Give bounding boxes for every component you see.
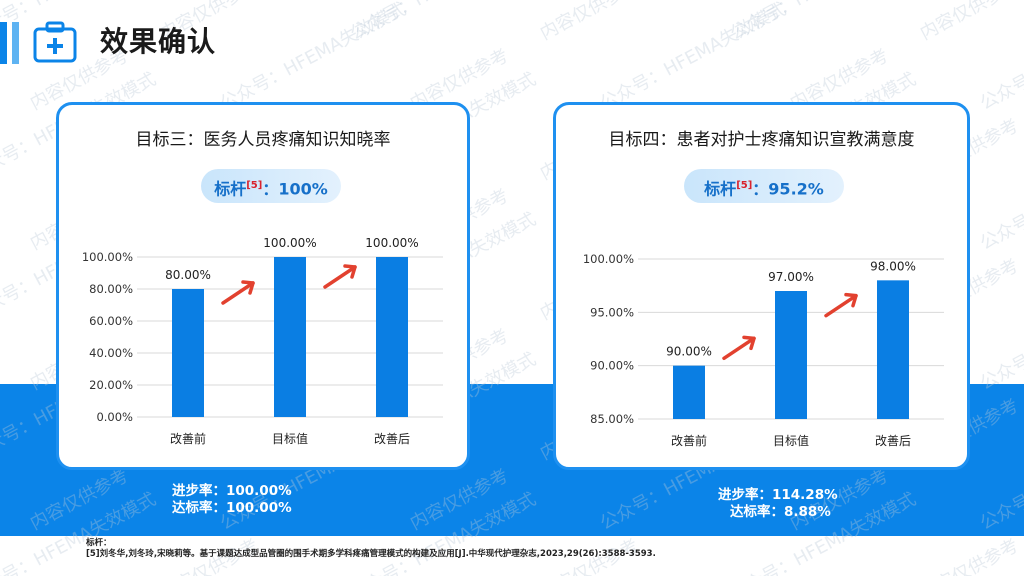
chart-card-goal-three: 目标三：医务人员疼痛知识知晓率 标杆[5]：100% 0.00% 20.00% 40… xyxy=(56,102,470,470)
x-tick-label: 改善前 xyxy=(671,433,707,448)
x-tick-label: 目标值 xyxy=(272,431,308,446)
reference-heading: 标杆： xyxy=(86,538,112,548)
trend-arrow-icon xyxy=(323,264,357,289)
y-tick-label: 100.00% xyxy=(583,252,634,266)
y-tick-label: 95.00% xyxy=(590,305,634,319)
card-title: 目标四：患者对护士疼痛知识宣教满意度 xyxy=(608,130,915,150)
benchmark-badge: 标杆[5]：95.2% xyxy=(684,169,844,203)
watermark-text: 公众号：HFEMA失效模式 xyxy=(977,279,1024,395)
y-tick-label: 20.00% xyxy=(89,378,133,392)
watermark-text: 公众号：HFEMA失效模式 xyxy=(977,0,1024,114)
medical-kit-icon xyxy=(33,21,77,63)
improvement-rate: 进步率：114.28% xyxy=(718,487,838,503)
watermark-text: 公众号：HFEMA失效模式 xyxy=(597,0,790,114)
reference-footnote: 标杆： [5]刘冬华,刘冬玲,宋晓莉等。基于课题达成型品管圈的围手术期多学科疼痛… xyxy=(86,538,656,560)
data-label: 97.00% xyxy=(768,270,814,284)
attainment-rate: 达标率：100.00% xyxy=(172,500,292,516)
data-label: 90.00% xyxy=(666,345,712,359)
y-tick-label: 80.00% xyxy=(89,282,133,296)
y-tick-label: 60.00% xyxy=(89,314,133,328)
improvement-rate: 进步率：100.00% xyxy=(172,483,292,499)
bar xyxy=(775,291,807,419)
data-label: 100.00% xyxy=(263,236,316,250)
x-tick-label: 改善后 xyxy=(374,431,410,446)
trend-arrow-icon xyxy=(221,280,255,305)
watermark-text: 公众号：HFEMA失效模式 xyxy=(217,0,410,114)
attainment-rate: 达标率：8.88% xyxy=(730,504,831,520)
x-tick-label: 目标值 xyxy=(773,433,809,448)
benchmark-value: ：100% xyxy=(262,179,328,199)
watermark-text: 内容仅供参考 xyxy=(917,0,1022,44)
card-title: 目标三：医务人员疼痛知识知晓率 xyxy=(135,130,391,150)
trend-arrow-icon xyxy=(722,335,756,361)
benchmark-ref: [5] xyxy=(246,180,263,191)
y-tick-label: 100.00% xyxy=(82,250,133,264)
data-label: 80.00% xyxy=(165,268,211,282)
watermark-text: 内容仅供参考 xyxy=(917,535,1022,576)
y-tick-label: 40.00% xyxy=(89,346,133,360)
bar xyxy=(376,257,408,417)
benchmark-badge: 标杆[5]：100% xyxy=(201,169,341,203)
y-tick-label: 90.00% xyxy=(590,359,634,373)
chart-card-goal-four: 目标四：患者对护士疼痛知识宣教满意度 标杆[5]：95.2% 85.00% 90.… xyxy=(553,102,970,470)
watermark-text: 内容仅供参考 xyxy=(537,0,642,44)
header-accent-bar-light xyxy=(12,22,19,64)
bar xyxy=(274,257,306,417)
y-tick-label: 85.00% xyxy=(590,412,634,426)
x-tick-label: 改善后 xyxy=(875,433,911,448)
reference-text: [5]刘冬华,刘冬玲,宋晓莉等。基于课题达成型品管圈的围手术期多学科疼痛管理模式… xyxy=(86,549,656,559)
stats-goal-four: 进步率：114.28% 达标率：8.88% xyxy=(718,487,838,521)
page-title: 效果确认 xyxy=(100,25,217,58)
x-tick-label: 改善前 xyxy=(170,431,206,446)
watermark-text: 公众号：HFEMA失效模式 xyxy=(347,0,540,44)
benchmark-ref: [5] xyxy=(736,180,753,191)
bar-chart: 85.00% 90.00% 95.00% 100.00% 90.00% 改善前 97.00%… xyxy=(583,252,944,448)
bar-chart: 0.00% 20.00% 40.00% 60.00% 80.00% 100.00% 80.0… xyxy=(82,236,443,446)
data-label: 100.00% xyxy=(365,236,418,250)
trend-arrow-icon xyxy=(824,292,858,318)
header-accent-bar xyxy=(0,22,7,64)
bar xyxy=(172,289,204,417)
bar xyxy=(673,365,705,419)
benchmark-value: ：95.2% xyxy=(752,179,824,199)
y-tick-label: 0.00% xyxy=(96,410,133,424)
data-label: 98.00% xyxy=(870,259,916,273)
stats-goal-three: 进步率：100.00% 达标率：100.00% xyxy=(172,483,292,517)
benchmark-label: 标杆 xyxy=(704,179,737,199)
bar xyxy=(877,280,909,419)
watermark-text: 公众号：HFEMA失效模式 xyxy=(977,139,1024,255)
watermark-text: 公众号：HFEMA失效模式 xyxy=(727,0,920,44)
benchmark-label: 标杆 xyxy=(214,179,247,199)
